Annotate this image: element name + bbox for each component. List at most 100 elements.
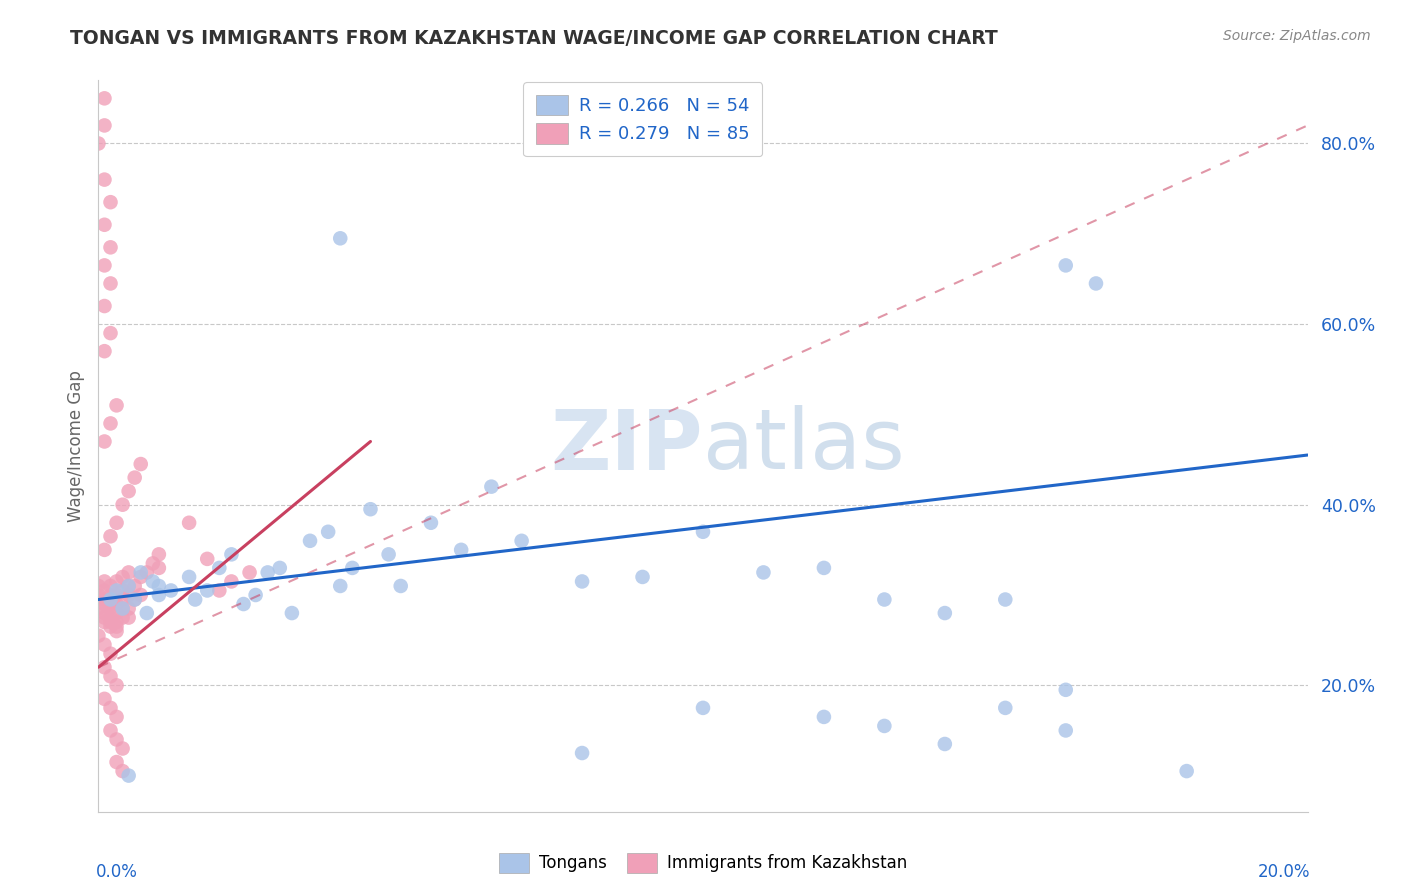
Point bbox=[100, 610, 122, 624]
Point bbox=[692, 524, 714, 539]
Point bbox=[100, 240, 122, 254]
Point bbox=[360, 502, 382, 516]
Point bbox=[118, 769, 141, 783]
Point bbox=[142, 557, 165, 571]
Point bbox=[631, 570, 654, 584]
Point bbox=[100, 277, 122, 291]
Point bbox=[93, 610, 115, 624]
Point bbox=[342, 561, 364, 575]
Point bbox=[118, 579, 141, 593]
Point bbox=[179, 570, 201, 584]
Point bbox=[105, 597, 128, 611]
Point bbox=[124, 579, 146, 593]
Point bbox=[100, 195, 122, 210]
Legend: R = 0.266   N = 54, R = 0.279   N = 85: R = 0.266 N = 54, R = 0.279 N = 85 bbox=[523, 82, 762, 156]
Point bbox=[299, 533, 322, 548]
Point bbox=[93, 119, 115, 133]
Point bbox=[873, 719, 896, 733]
Point bbox=[105, 615, 128, 629]
Point bbox=[87, 588, 110, 602]
Point bbox=[148, 579, 170, 593]
Point bbox=[93, 434, 115, 449]
Point bbox=[221, 574, 243, 589]
Point bbox=[571, 574, 593, 589]
Point bbox=[100, 619, 122, 633]
Point bbox=[118, 588, 141, 602]
Point bbox=[105, 678, 128, 692]
Point bbox=[111, 583, 134, 598]
Point bbox=[93, 615, 115, 629]
Point bbox=[1054, 723, 1077, 738]
Point bbox=[105, 624, 128, 639]
Point bbox=[160, 583, 183, 598]
Point bbox=[100, 669, 122, 683]
Point bbox=[142, 574, 165, 589]
Point bbox=[105, 574, 128, 589]
Point bbox=[100, 597, 122, 611]
Point bbox=[87, 579, 110, 593]
Point bbox=[124, 470, 146, 484]
Point bbox=[184, 592, 207, 607]
Point bbox=[93, 218, 115, 232]
Point bbox=[1054, 259, 1077, 273]
Point bbox=[1175, 764, 1198, 778]
Point bbox=[571, 746, 593, 760]
Text: TONGAN VS IMMIGRANTS FROM KAZAKHSTAN WAGE/INCOME GAP CORRELATION CHART: TONGAN VS IMMIGRANTS FROM KAZAKHSTAN WAG… bbox=[70, 29, 998, 47]
Point bbox=[239, 566, 262, 580]
Point bbox=[93, 574, 115, 589]
Point bbox=[100, 647, 122, 661]
Point bbox=[100, 579, 122, 593]
Text: 0.0%: 0.0% bbox=[96, 863, 138, 881]
Text: ZIP: ZIP bbox=[551, 406, 703, 486]
Point bbox=[135, 606, 157, 620]
Point bbox=[118, 601, 141, 615]
Point bbox=[111, 570, 134, 584]
Point bbox=[93, 592, 115, 607]
Point bbox=[135, 566, 157, 580]
Point bbox=[389, 579, 412, 593]
Point bbox=[111, 764, 134, 778]
Point bbox=[87, 601, 110, 615]
Point bbox=[934, 606, 956, 620]
Point bbox=[256, 566, 278, 580]
Point bbox=[994, 592, 1017, 607]
Point bbox=[129, 588, 152, 602]
Point bbox=[93, 606, 115, 620]
Point bbox=[105, 588, 128, 602]
Point bbox=[87, 592, 110, 607]
Point bbox=[93, 597, 115, 611]
Point bbox=[87, 629, 110, 643]
Point bbox=[118, 566, 141, 580]
Point bbox=[93, 660, 115, 674]
Point bbox=[118, 579, 141, 593]
Point bbox=[105, 619, 128, 633]
Point bbox=[93, 542, 115, 557]
Text: atlas: atlas bbox=[703, 406, 904, 486]
Point bbox=[316, 524, 339, 539]
Point bbox=[93, 344, 115, 359]
Point bbox=[873, 592, 896, 607]
Point bbox=[124, 592, 146, 607]
Point bbox=[111, 601, 134, 615]
Text: Source: ZipAtlas.com: Source: ZipAtlas.com bbox=[1223, 29, 1371, 43]
Point bbox=[481, 480, 503, 494]
Point bbox=[100, 588, 122, 602]
Point bbox=[111, 741, 134, 756]
Point bbox=[377, 547, 399, 561]
Point bbox=[111, 601, 134, 615]
Point bbox=[100, 701, 122, 715]
Point bbox=[329, 579, 352, 593]
Point bbox=[124, 592, 146, 607]
Point bbox=[111, 610, 134, 624]
Point bbox=[105, 516, 128, 530]
Text: 20.0%: 20.0% bbox=[1257, 863, 1310, 881]
Point bbox=[329, 231, 352, 245]
Point bbox=[105, 755, 128, 769]
Point bbox=[100, 601, 122, 615]
Point bbox=[87, 136, 110, 151]
Point bbox=[105, 710, 128, 724]
Point bbox=[100, 723, 122, 738]
Point bbox=[100, 592, 122, 607]
Point bbox=[93, 91, 115, 105]
Point bbox=[129, 566, 152, 580]
